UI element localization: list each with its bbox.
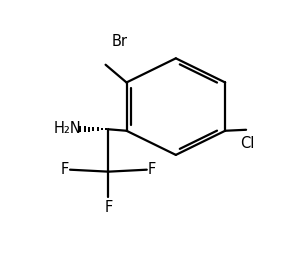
Text: H₂N: H₂N: [53, 121, 81, 136]
Text: F: F: [61, 162, 69, 177]
Text: Cl: Cl: [240, 136, 254, 151]
Text: F: F: [148, 162, 156, 177]
Text: Br: Br: [112, 35, 128, 49]
Text: F: F: [104, 200, 112, 215]
